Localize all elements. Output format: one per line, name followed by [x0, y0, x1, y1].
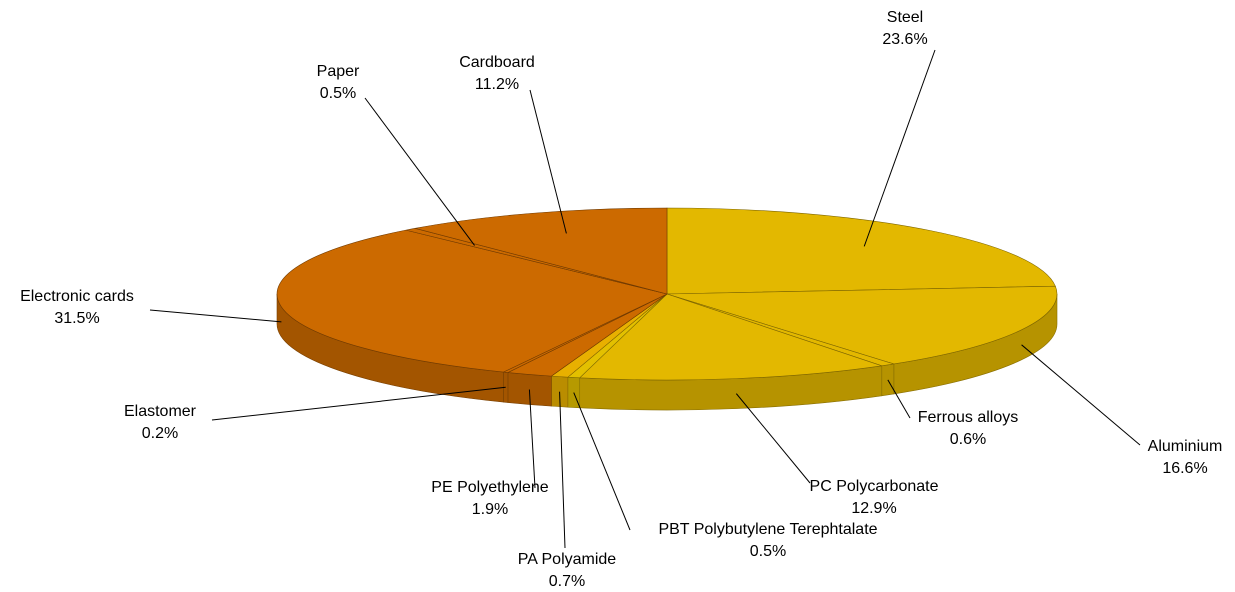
slice-value-label: 23.6% [882, 31, 927, 48]
slice-label: Paper [317, 63, 360, 80]
leader-line [887, 379, 911, 419]
slice [666, 207, 1056, 295]
slice-value-label: 16.6% [1162, 460, 1207, 477]
slice [414, 207, 668, 295]
leader-line [559, 391, 566, 549]
slice [666, 285, 1058, 365]
slice-value-label: 0.5% [750, 543, 786, 560]
slice-label: Cardboard [459, 54, 535, 71]
slice-value-label: 0.2% [142, 425, 178, 442]
slice-value-label: 0.7% [549, 573, 585, 590]
slice-label: Steel [887, 9, 923, 26]
slice-value-label: 11.2% [475, 76, 519, 93]
leader-line [528, 389, 536, 489]
slice-label: PA Polyamide [518, 551, 617, 568]
leader-line [529, 89, 567, 234]
slice-value-label: 12.9% [851, 500, 896, 517]
leader-line [149, 309, 282, 323]
slice-label: PE Polyethylene [431, 479, 549, 496]
leader-line [735, 393, 811, 484]
slice-label: Elastomer [124, 403, 197, 420]
leader-line [1021, 344, 1141, 446]
slice-value-label: 0.5% [320, 85, 356, 102]
slice-value-label: 31.5% [54, 310, 99, 327]
leader-line [863, 49, 936, 247]
slice-label: Aluminium [1148, 438, 1223, 455]
leader-line [573, 392, 631, 531]
leader-line [364, 97, 475, 246]
slice-side [881, 363, 895, 397]
slice-label: Electronic cards [20, 288, 134, 305]
slice-label: Ferrous alloys [918, 409, 1018, 426]
slice [578, 293, 882, 381]
slice [276, 229, 668, 373]
leader-line [211, 386, 506, 421]
slice-label: PBT Polybutylene Terephtalate [658, 521, 877, 538]
slice-value-label: 0.6% [950, 431, 986, 448]
slice-value-label: 1.9% [472, 501, 508, 518]
slice-label: PC Polycarbonate [810, 478, 939, 495]
